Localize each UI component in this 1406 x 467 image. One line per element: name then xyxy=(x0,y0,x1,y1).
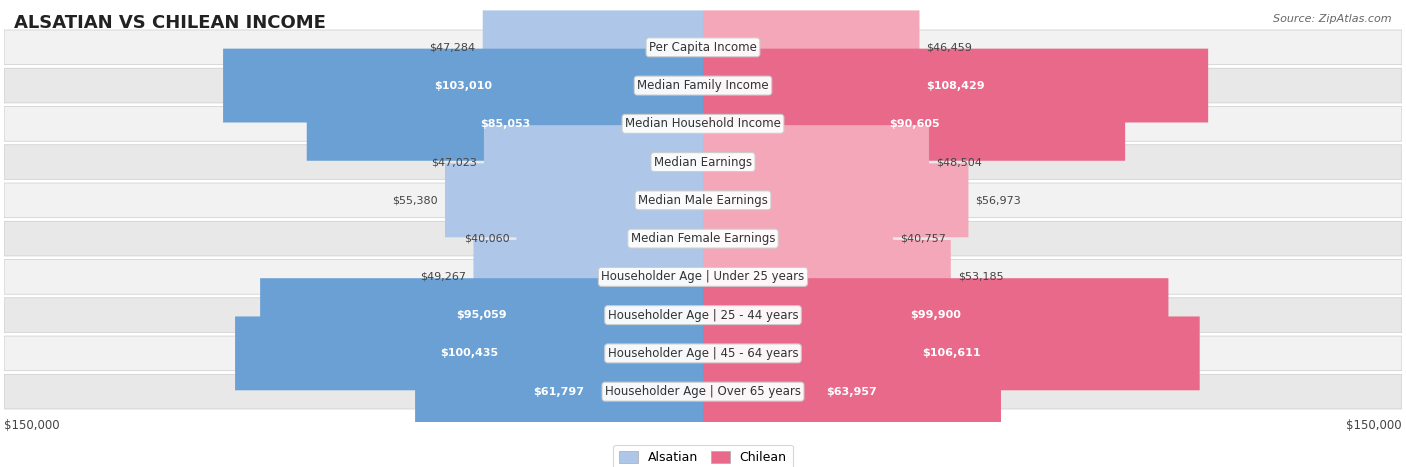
FancyBboxPatch shape xyxy=(4,221,1402,256)
FancyBboxPatch shape xyxy=(703,240,950,314)
Text: Source: ZipAtlas.com: Source: ZipAtlas.com xyxy=(1274,14,1392,24)
Text: $103,010: $103,010 xyxy=(434,81,492,91)
Text: Householder Age | 45 - 64 years: Householder Age | 45 - 64 years xyxy=(607,347,799,360)
Text: Median Household Income: Median Household Income xyxy=(626,117,780,130)
Text: $85,053: $85,053 xyxy=(479,119,530,129)
Text: ALSATIAN VS CHILEAN INCOME: ALSATIAN VS CHILEAN INCOME xyxy=(14,14,326,32)
Text: Median Female Earnings: Median Female Earnings xyxy=(631,232,775,245)
FancyBboxPatch shape xyxy=(4,106,1402,141)
Text: $40,757: $40,757 xyxy=(900,234,946,244)
Text: $95,059: $95,059 xyxy=(457,310,508,320)
Text: Median Male Earnings: Median Male Earnings xyxy=(638,194,768,207)
Text: $55,380: $55,380 xyxy=(392,195,439,205)
Text: $56,973: $56,973 xyxy=(976,195,1021,205)
Text: $106,611: $106,611 xyxy=(922,348,980,358)
Text: $63,957: $63,957 xyxy=(827,387,877,396)
Legend: Alsatian, Chilean: Alsatian, Chilean xyxy=(613,445,793,467)
FancyBboxPatch shape xyxy=(703,10,920,84)
Text: Per Capita Income: Per Capita Income xyxy=(650,41,756,54)
Text: $61,797: $61,797 xyxy=(533,387,585,396)
Text: $90,605: $90,605 xyxy=(889,119,939,129)
Text: $100,435: $100,435 xyxy=(440,348,498,358)
Text: Householder Age | 25 - 44 years: Householder Age | 25 - 44 years xyxy=(607,309,799,322)
FancyBboxPatch shape xyxy=(474,240,703,314)
FancyBboxPatch shape xyxy=(703,355,1001,429)
FancyBboxPatch shape xyxy=(703,163,969,237)
Text: Median Earnings: Median Earnings xyxy=(654,156,752,169)
FancyBboxPatch shape xyxy=(4,145,1402,179)
FancyBboxPatch shape xyxy=(703,278,1168,352)
FancyBboxPatch shape xyxy=(444,163,703,237)
Text: $40,060: $40,060 xyxy=(464,234,509,244)
FancyBboxPatch shape xyxy=(516,202,703,276)
FancyBboxPatch shape xyxy=(703,125,929,199)
FancyBboxPatch shape xyxy=(4,30,1402,64)
Text: $48,504: $48,504 xyxy=(936,157,981,167)
Text: $108,429: $108,429 xyxy=(927,81,984,91)
FancyBboxPatch shape xyxy=(4,183,1402,218)
Text: $49,267: $49,267 xyxy=(420,272,467,282)
FancyBboxPatch shape xyxy=(4,336,1402,371)
FancyBboxPatch shape xyxy=(4,298,1402,333)
Text: $53,185: $53,185 xyxy=(957,272,1004,282)
Text: $47,023: $47,023 xyxy=(432,157,477,167)
Text: $47,284: $47,284 xyxy=(430,42,475,52)
FancyBboxPatch shape xyxy=(260,278,703,352)
Text: $150,000: $150,000 xyxy=(4,419,60,432)
FancyBboxPatch shape xyxy=(482,10,703,84)
FancyBboxPatch shape xyxy=(235,317,703,390)
Text: Householder Age | Over 65 years: Householder Age | Over 65 years xyxy=(605,385,801,398)
Text: $46,459: $46,459 xyxy=(927,42,973,52)
FancyBboxPatch shape xyxy=(4,260,1402,294)
FancyBboxPatch shape xyxy=(4,374,1402,409)
FancyBboxPatch shape xyxy=(4,68,1402,103)
FancyBboxPatch shape xyxy=(415,355,703,429)
FancyBboxPatch shape xyxy=(224,49,703,122)
FancyBboxPatch shape xyxy=(703,87,1125,161)
Text: $150,000: $150,000 xyxy=(1346,419,1402,432)
Text: Householder Age | Under 25 years: Householder Age | Under 25 years xyxy=(602,270,804,283)
Text: Median Family Income: Median Family Income xyxy=(637,79,769,92)
FancyBboxPatch shape xyxy=(703,317,1199,390)
FancyBboxPatch shape xyxy=(703,49,1208,122)
FancyBboxPatch shape xyxy=(484,125,703,199)
FancyBboxPatch shape xyxy=(703,202,893,276)
Text: $99,900: $99,900 xyxy=(910,310,962,320)
FancyBboxPatch shape xyxy=(307,87,703,161)
